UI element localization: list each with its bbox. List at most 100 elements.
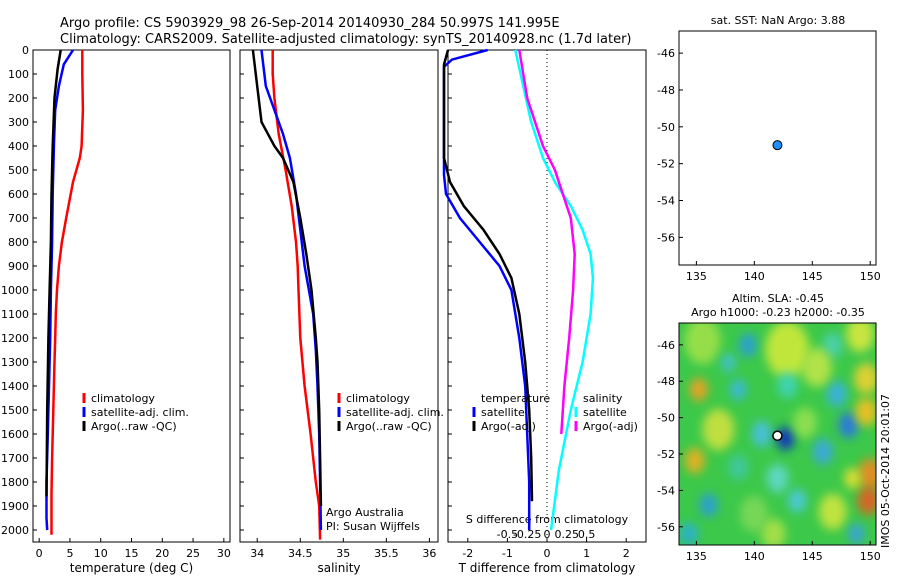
heatmap-blob <box>818 493 847 530</box>
heatmap-blob <box>826 381 847 408</box>
y-tick-label: 300 <box>8 116 29 129</box>
salinity-tick-label: -0.5 <box>497 528 518 541</box>
x-tick-label: 30 <box>217 547 231 560</box>
altimetry-title-1: Altim. SLA: -0.45 <box>732 292 824 305</box>
heatmap-blob <box>766 464 789 493</box>
x-tick-label: 15 <box>125 547 139 560</box>
heatmap-blob <box>812 438 833 465</box>
y-tick-label: 800 <box>8 236 29 249</box>
x-tick-label: 150 <box>860 550 881 563</box>
x-tick-label: 2 <box>623 547 630 560</box>
y-tick-label: 500 <box>8 164 29 177</box>
x-axis-label: T difference from climatology <box>458 561 636 575</box>
legend-title-salinity: salinity <box>583 392 623 405</box>
y-tick-label: 200 <box>8 92 29 105</box>
temperature-line-climatology <box>50 50 85 535</box>
salinity-tick-label: 0.5 <box>578 528 596 541</box>
temperature-panel: 0100200300400500600700800900100011001200… <box>1 44 231 575</box>
heatmap-blob <box>838 412 859 439</box>
heatmap-blob <box>684 447 705 474</box>
salinity-line-argo <box>251 49 323 507</box>
heatmap-blob <box>689 377 708 402</box>
legend-label: Argo(..raw -QC) <box>346 420 432 433</box>
heatmap-blob <box>702 408 735 451</box>
heatmap-blob <box>801 347 832 387</box>
heatmap-blob <box>822 332 843 359</box>
legend-label: climatology <box>346 392 410 405</box>
salinity-tick-label: 0 <box>544 528 551 541</box>
legend-label: satellite-adj. clim. <box>91 406 189 419</box>
y-tick-label: 1700 <box>1 452 29 465</box>
plot-frame <box>32 49 231 543</box>
heatmap-blob <box>854 362 876 395</box>
heatmap-blob <box>788 488 807 513</box>
salinity-axis-label: S difference from climatology <box>466 513 629 526</box>
y-tick-label: 1500 <box>1 404 29 417</box>
x-tick-label: 1 <box>583 547 590 560</box>
y-tick-label: 1900 <box>1 500 29 513</box>
heatmap-blob <box>751 421 772 447</box>
plot-frame <box>239 49 439 543</box>
heatmap-blob <box>738 333 757 357</box>
y-tick-label: 600 <box>8 188 29 201</box>
argo-position-marker <box>772 430 783 442</box>
heatmap-blob <box>730 379 747 400</box>
y-tick-label: 100 <box>8 68 29 81</box>
side-label: IMOS 05-Oct-2014 20:01:07 <box>879 394 892 548</box>
x-tick-label: 20 <box>155 547 169 560</box>
heatmap-blob <box>765 323 810 379</box>
salinity-line-climatology <box>271 50 322 540</box>
salinity-tick-label: -0.25 <box>513 528 541 541</box>
x-tick-label: 0 <box>36 547 43 560</box>
difference-line-temp_argo <box>442 49 534 502</box>
legend-label: satellite <box>583 406 627 419</box>
y-tick-label: -46 <box>657 47 675 60</box>
x-tick-label: 150 <box>860 270 881 283</box>
y-tick-label: 400 <box>8 140 29 153</box>
y-tick-label: -50 <box>657 121 675 134</box>
salinity-panel: 34 34.5 35 35.5 36 salinity climatologysatelli… <box>239 49 444 575</box>
legend-label: Argo(-adj) <box>583 420 638 433</box>
salinity-tick-label: 0.25 <box>555 528 580 541</box>
altimetry-title-2: Argo h1000: -0.23 h2000: -0.35 <box>691 306 865 319</box>
y-tick-label: 1000 <box>1 284 29 297</box>
header-line-2: Climatology: CARS2009. Satellite-adjuste… <box>60 32 632 47</box>
x-axis-label: temperature (deg C) <box>70 561 193 575</box>
y-tick-label: 1100 <box>1 308 29 321</box>
y-tick-label: -52 <box>657 158 675 171</box>
x-tick-label: 145 <box>802 270 823 283</box>
y-tick-label: 1800 <box>1 476 29 489</box>
heatmap-blob <box>855 397 876 427</box>
heatmap-blob <box>846 323 875 353</box>
x-tick-label: 5 <box>66 547 73 560</box>
heatmap-blob <box>857 486 876 515</box>
heatmap <box>679 323 876 545</box>
y-tick-label: -50 <box>657 412 675 425</box>
y-tick-label: -56 <box>657 231 675 244</box>
x-tick-label: 34 <box>250 547 264 560</box>
x-tick-label: 135 <box>686 270 707 283</box>
x-tick-label: 34.5 <box>288 547 313 560</box>
x-tick-label: 135 <box>686 550 707 563</box>
x-tick-label: 0 <box>544 547 551 560</box>
heatmap-blob <box>844 468 861 489</box>
credit-line-2: PI: Susan Wijffels <box>326 520 420 533</box>
heatmap-blob <box>777 372 798 399</box>
argo-position-marker <box>772 140 783 151</box>
y-tick-label: -56 <box>657 521 675 534</box>
y-tick-label: -52 <box>657 448 675 461</box>
y-tick-label: 0 <box>22 44 29 57</box>
heatmap-blob <box>699 493 718 517</box>
heatmap-blob <box>679 522 698 545</box>
y-tick-label: 1400 <box>1 380 29 393</box>
difference-panel: -2 -1 0 1 2T difference from climatology -0.5… <box>442 48 647 575</box>
y-tick-label: 700 <box>8 212 29 225</box>
y-tick-label: -46 <box>657 339 675 352</box>
y-tick-label: 1300 <box>1 356 29 369</box>
heatmap-blob <box>739 495 768 533</box>
x-tick-label: 145 <box>802 550 823 563</box>
x-tick-label: 140 <box>744 270 765 283</box>
x-tick-label: -1 <box>502 547 513 560</box>
